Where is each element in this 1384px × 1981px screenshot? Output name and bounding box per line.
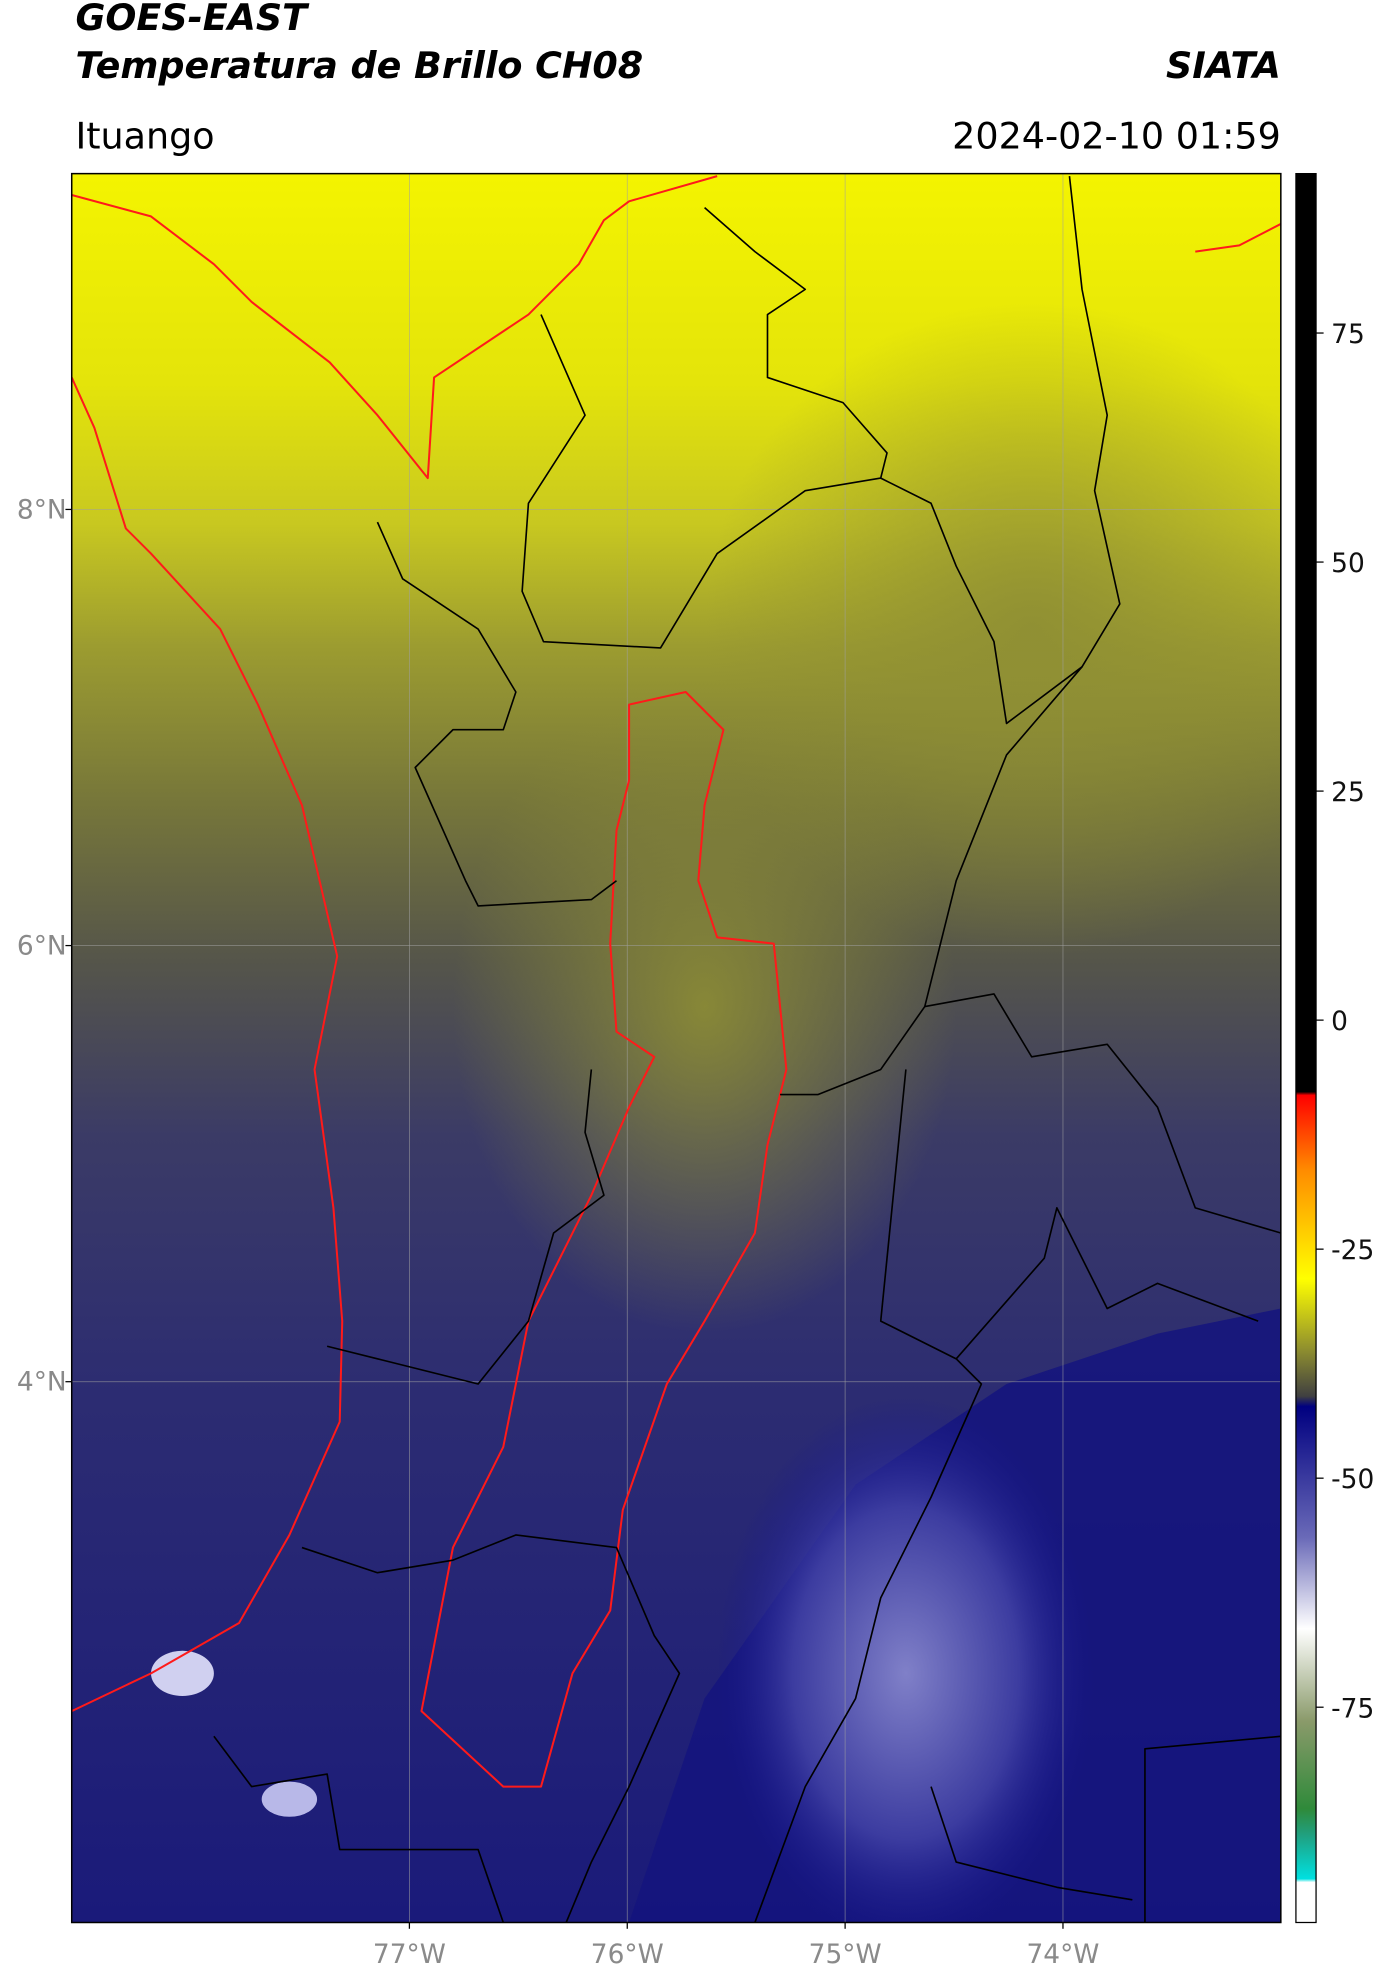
coastline bbox=[71, 175, 718, 480]
title: GOES-EAST bbox=[75, 0, 310, 39]
cold-region bbox=[717, 1396, 1095, 1923]
department-border bbox=[213, 1735, 505, 1923]
graticule bbox=[71, 173, 1281, 1923]
department-border bbox=[955, 1207, 1259, 1360]
x-tick-label: 76°W bbox=[591, 1939, 664, 1970]
source: SIATA bbox=[1166, 44, 1281, 87]
basin-outline bbox=[420, 690, 788, 1788]
x-tick-label: 74°W bbox=[1027, 1939, 1100, 1970]
department-border bbox=[376, 521, 618, 907]
y-tick-label: 8°N bbox=[17, 494, 67, 525]
department-border bbox=[1144, 1735, 1281, 1923]
colorbar-tick-label: 0 bbox=[1331, 1006, 1348, 1037]
department-border bbox=[326, 1069, 605, 1385]
department-border bbox=[301, 1534, 681, 1923]
colorbar-tick-label: -75 bbox=[1331, 1693, 1374, 1724]
colorbar-tick-label: 75 bbox=[1331, 319, 1365, 350]
department-border bbox=[924, 993, 1281, 1234]
x-tick-label: 75°W bbox=[809, 1939, 882, 1970]
department-border bbox=[754, 1069, 983, 1923]
cold-region bbox=[150, 1650, 214, 1697]
department-border bbox=[930, 1786, 1133, 1901]
subtitle: Temperatura de Brillo CH08 bbox=[75, 44, 643, 87]
temperature-field bbox=[452, 679, 957, 1334]
colorbar-tick-label: 25 bbox=[1331, 777, 1365, 808]
colorbar-tick-label: -25 bbox=[1331, 1235, 1374, 1266]
colorbar bbox=[1295, 172, 1317, 1924]
y-tick-label: 6°N bbox=[17, 930, 67, 961]
map-frame bbox=[70, 172, 1282, 1924]
coastline bbox=[1195, 223, 1281, 253]
x-tick-label: 77°W bbox=[373, 1939, 446, 1970]
department-border bbox=[521, 206, 888, 649]
location: Ituango bbox=[75, 114, 214, 157]
y-tick-label: 4°N bbox=[17, 1367, 67, 1398]
datetime: 2024-02-10 01:59 bbox=[952, 114, 1281, 157]
colorbar-tick-label: -50 bbox=[1331, 1464, 1374, 1495]
colorbar-tick-label: 50 bbox=[1331, 548, 1365, 579]
map-area bbox=[71, 173, 1281, 1923]
cold-region bbox=[261, 1781, 318, 1817]
coastline bbox=[71, 377, 344, 1713]
